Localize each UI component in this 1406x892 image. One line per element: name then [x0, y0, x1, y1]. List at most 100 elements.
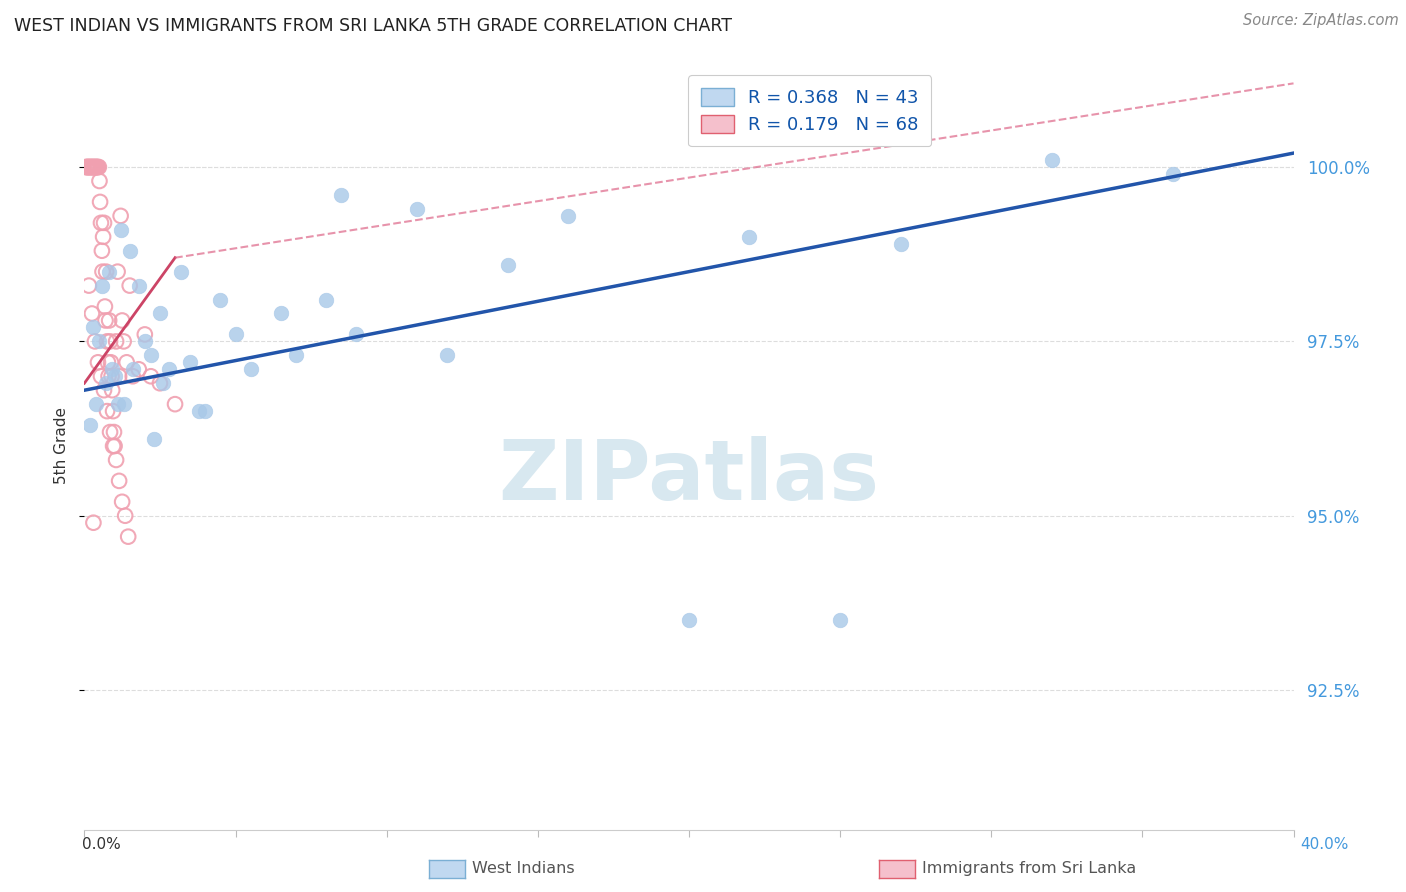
Text: 0.0%: 0.0%	[82, 838, 121, 852]
Point	[111, 313, 134, 327]
Point	[149, 376, 172, 391]
Point	[557, 209, 579, 223]
Point	[738, 229, 761, 244]
Point	[90, 216, 112, 230]
Point	[225, 327, 247, 342]
Point	[90, 369, 112, 384]
Point	[83, 160, 105, 174]
Point	[157, 362, 180, 376]
Point	[107, 265, 129, 279]
Point	[86, 397, 108, 411]
Point	[1161, 167, 1184, 181]
Point	[87, 160, 110, 174]
Point	[270, 306, 292, 320]
Point	[118, 244, 141, 258]
Point	[239, 362, 262, 376]
Point	[98, 334, 121, 349]
Point	[330, 188, 353, 202]
Point	[139, 369, 162, 384]
Text: 40.0%: 40.0%	[1301, 838, 1348, 852]
Point	[496, 258, 519, 272]
Point	[97, 369, 120, 384]
Point	[128, 362, 150, 376]
Point	[121, 362, 143, 376]
Point	[84, 334, 107, 349]
Point	[830, 613, 852, 627]
Point	[94, 265, 117, 279]
Point	[114, 508, 136, 523]
Point	[103, 425, 125, 439]
Point	[94, 313, 117, 327]
Point	[139, 348, 162, 362]
Point	[84, 160, 107, 174]
Point	[112, 334, 135, 349]
Point	[436, 348, 458, 362]
Point	[118, 278, 141, 293]
Point	[110, 223, 132, 237]
Text: Immigrants from Sri Lanka: Immigrants from Sri Lanka	[922, 862, 1136, 876]
Point	[112, 397, 135, 411]
Point	[100, 355, 122, 369]
Point	[170, 265, 193, 279]
Point	[96, 404, 118, 418]
Point	[84, 160, 107, 174]
Point	[285, 348, 308, 362]
Point	[79, 418, 101, 433]
Point	[91, 265, 114, 279]
Point	[76, 160, 98, 174]
Point	[76, 160, 98, 174]
Point	[82, 320, 104, 334]
Point	[101, 383, 124, 397]
Legend: R = 0.368   N = 43, R = 0.179   N = 68: R = 0.368 N = 43, R = 0.179 N = 68	[689, 75, 931, 146]
Point	[315, 293, 337, 307]
Point	[108, 369, 131, 384]
Point	[94, 376, 117, 391]
Point	[104, 439, 127, 453]
Point	[128, 278, 150, 293]
Point	[77, 278, 100, 293]
Point	[80, 160, 103, 174]
Point	[82, 516, 104, 530]
Point	[108, 474, 131, 488]
Point	[91, 229, 114, 244]
Point	[77, 160, 100, 174]
Point	[96, 334, 118, 349]
Text: ZIPatlas: ZIPatlas	[499, 436, 879, 517]
Point	[678, 613, 700, 627]
Point	[80, 306, 103, 320]
Point	[82, 160, 104, 174]
Point	[117, 530, 139, 544]
Point	[93, 383, 115, 397]
Point	[101, 404, 124, 418]
Point	[111, 495, 134, 509]
Point	[890, 236, 912, 251]
Y-axis label: 5th Grade: 5th Grade	[53, 408, 69, 484]
Point	[98, 313, 121, 327]
Point	[134, 334, 156, 349]
Point	[86, 160, 108, 174]
Point	[89, 194, 111, 209]
Point	[79, 160, 101, 174]
Point	[346, 327, 368, 342]
Point	[100, 369, 122, 384]
Point	[89, 174, 111, 188]
Point	[165, 397, 187, 411]
Point	[152, 376, 174, 391]
Point	[406, 202, 429, 216]
Point	[94, 300, 117, 314]
Text: WEST INDIAN VS IMMIGRANTS FROM SRI LANKA 5TH GRADE CORRELATION CHART: WEST INDIAN VS IMMIGRANTS FROM SRI LANKA…	[14, 17, 733, 35]
Point	[105, 334, 128, 349]
Point	[179, 355, 201, 369]
Point	[77, 160, 100, 174]
Point	[107, 397, 129, 411]
Point	[100, 362, 122, 376]
Point	[110, 209, 132, 223]
Point	[115, 355, 138, 369]
Point	[104, 369, 127, 384]
Point	[87, 160, 110, 174]
Point	[93, 216, 115, 230]
Point	[1040, 153, 1063, 167]
Point	[91, 278, 114, 293]
Point	[149, 306, 172, 320]
Point	[97, 265, 120, 279]
